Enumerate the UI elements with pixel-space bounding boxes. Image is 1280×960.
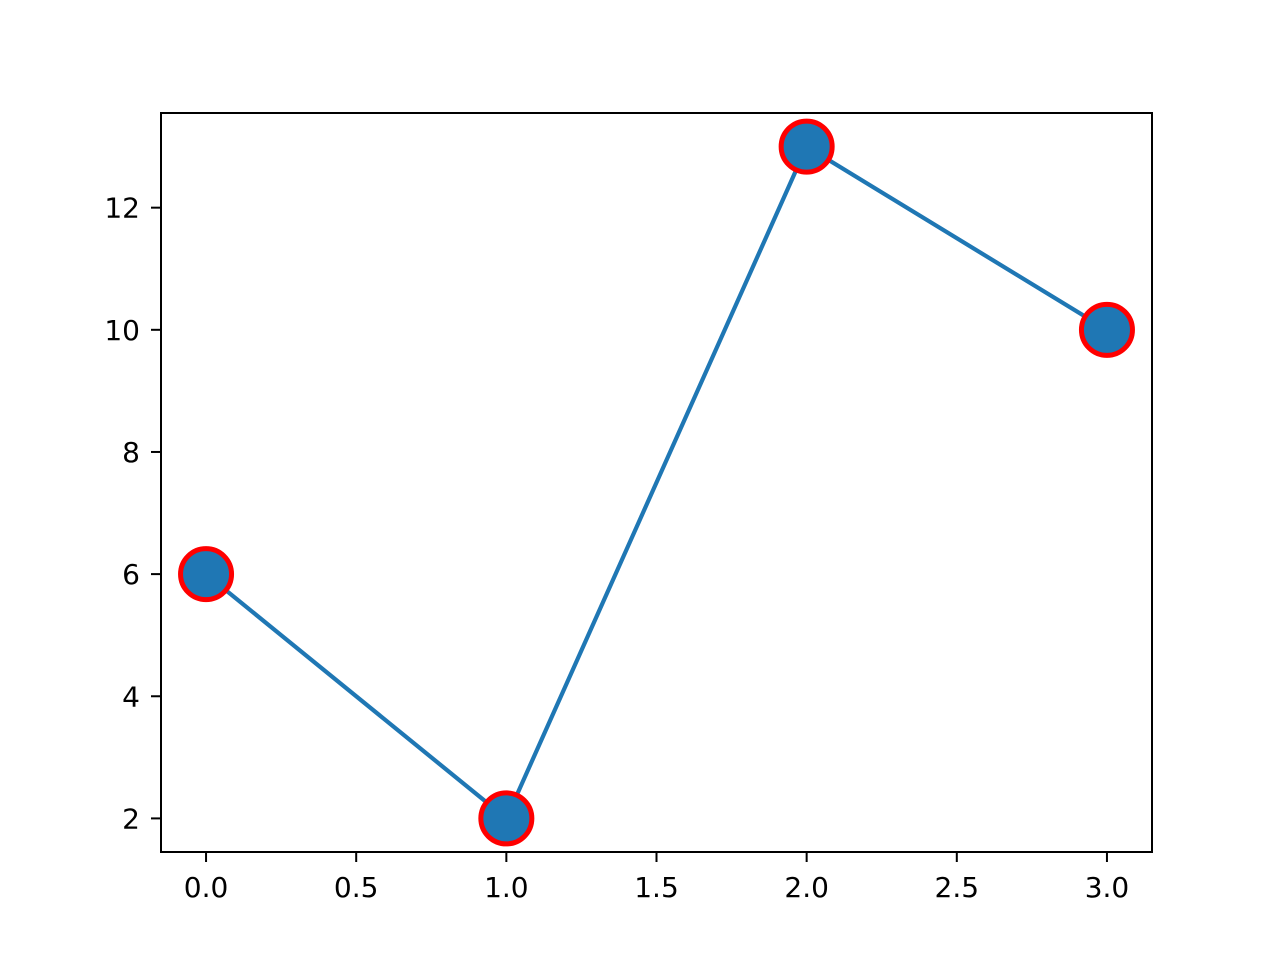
x-axis-tick-label: 1.0 — [484, 871, 529, 904]
x-axis-tick-label: 2.0 — [784, 871, 829, 904]
y-axis-tick-label: 12 — [104, 192, 140, 225]
y-axis-tick-label: 8 — [122, 436, 140, 469]
x-axis-tick-label: 0.5 — [334, 871, 379, 904]
x-axis-tick-label: 2.5 — [935, 871, 980, 904]
x-axis-tick-label: 3.0 — [1085, 871, 1130, 904]
x-axis-tick-label: 0.0 — [184, 871, 229, 904]
y-axis-tick-label: 10 — [104, 314, 140, 347]
data-point-marker — [778, 118, 835, 175]
data-point-marker — [178, 546, 235, 603]
y-axis-tick-label: 2 — [122, 802, 140, 835]
y-axis-tick-label: 6 — [122, 558, 140, 591]
y-axis-tick-label: 4 — [122, 680, 140, 713]
x-axis-tick-label: 1.5 — [634, 871, 679, 904]
data-line — [203, 143, 1110, 822]
data-point-marker — [1078, 301, 1135, 358]
data-point-marker — [478, 790, 535, 847]
